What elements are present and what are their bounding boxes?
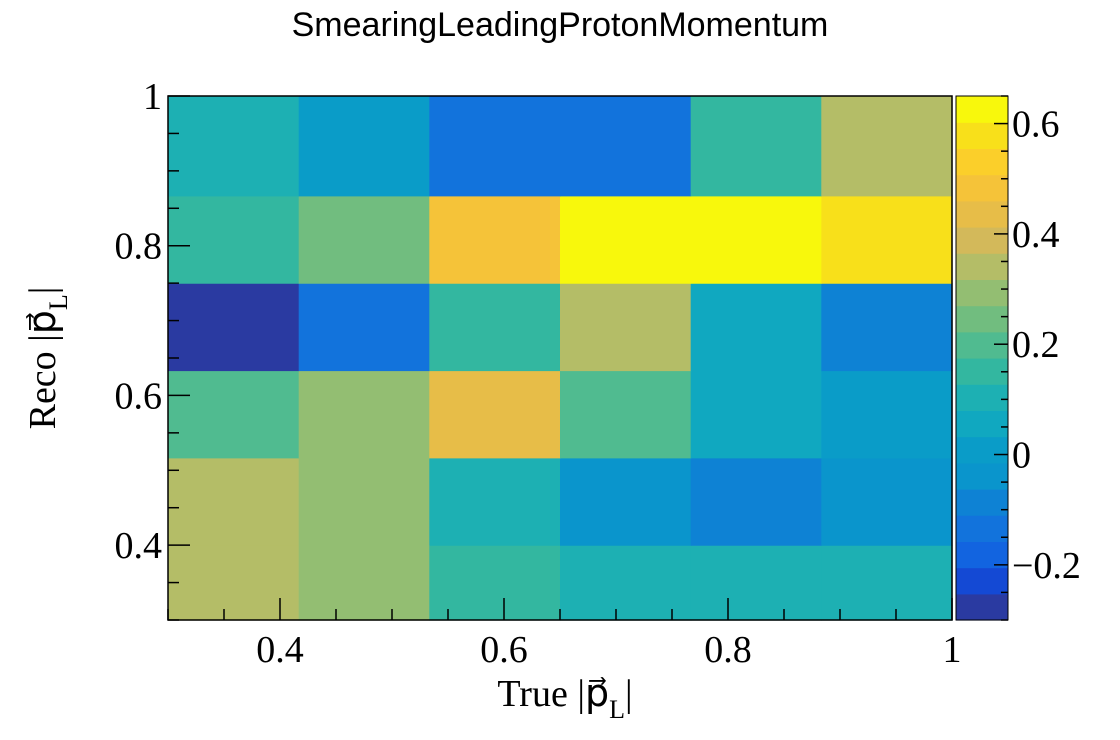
x-tick-labels: 0.4 0.6 0.8 1 [256, 629, 961, 671]
color-scale-step [956, 122, 1008, 149]
x-tick-label: 0.6 [480, 629, 528, 671]
heatmap-cell [298, 370, 430, 459]
color-scale-step [956, 489, 1008, 516]
color-scale-step [956, 305, 1008, 333]
heatmap-cell [298, 195, 430, 284]
heatmap-cell [168, 283, 300, 372]
heatmap-cell [560, 283, 692, 372]
heatmap-cell [690, 545, 822, 621]
heatmap-cell [429, 545, 561, 621]
color-scale-step [956, 174, 1008, 202]
heatmap-cell [690, 96, 822, 197]
heatmap-cell [298, 96, 430, 197]
heatmap-cell [298, 457, 430, 546]
heatmap-cell [821, 370, 953, 459]
y-tick-label: 0.8 [115, 226, 163, 268]
color-scale-step [956, 567, 1008, 595]
color-scale-step [956, 358, 1008, 385]
color-scale-step [956, 279, 1008, 307]
color-scale-tick-label: 0.6 [1012, 104, 1060, 146]
y-tick-label: 1 [143, 76, 162, 118]
color-scale-step [956, 541, 1008, 569]
heatmap-cell [821, 545, 953, 621]
heatmap-cell [821, 283, 953, 372]
axis-ticks [167, 95, 953, 621]
heatmap-cell [429, 457, 561, 546]
heatmap-cell [168, 370, 300, 459]
color-scale-tick-label: 0.4 [1012, 214, 1060, 256]
color-scale-step [956, 515, 1008, 542]
heatmap-cell [560, 370, 692, 459]
color-scale-step [956, 200, 1008, 228]
x-tick-label: 0.4 [256, 629, 304, 671]
heatmap-cell [690, 283, 822, 372]
heatmap-cell [168, 457, 300, 546]
x-axis-label: True |p⃗L| [497, 673, 632, 724]
color-scale-tick-label: 0 [1012, 435, 1031, 477]
heatmap-cell [690, 370, 822, 459]
heatmap-cell [298, 545, 430, 621]
color-scale-tick-label: −0.2 [1012, 545, 1081, 587]
color-scale-step [956, 462, 1008, 490]
x-tick-label: 1 [943, 629, 962, 671]
y-tick-label: 0.6 [115, 375, 163, 417]
chart-title: SmearingLeadingProtonMomentum [292, 6, 829, 44]
heatmap-cell [821, 457, 953, 546]
heatmap-cell [429, 283, 561, 372]
color-scale-step [956, 410, 1008, 438]
heatmap-cell [560, 195, 692, 284]
color-scale-step [956, 436, 1008, 464]
heatmap-cell [690, 195, 822, 284]
color-scale-frame [955, 95, 1009, 621]
heatmap-cell [690, 457, 822, 546]
y-tick-labels: 0.4 0.6 0.8 1 [115, 76, 163, 567]
heatmap-cells [168, 96, 953, 621]
heatmap-cell [560, 96, 692, 197]
color-scale-step [956, 253, 1008, 280]
color-scale-step [956, 96, 1008, 123]
x-tick-label: 0.8 [704, 629, 752, 671]
y-tick-label: 0.4 [115, 525, 163, 567]
color-scale-tick-label: 0.2 [1012, 324, 1060, 366]
heatmap-cell [429, 96, 561, 197]
color-scale-step [956, 593, 1008, 621]
heatmap-cell [298, 283, 430, 372]
color-scale-step [956, 227, 1008, 254]
heatmap-cell [168, 545, 300, 621]
color-scale-step [956, 331, 1008, 359]
heatmap-cell [168, 195, 300, 284]
heatmap-cell [821, 96, 953, 197]
color-scale-step [956, 384, 1008, 411]
color-scale-step [956, 148, 1008, 176]
color-scale-tick-labels: 0.6 0.4 0.2 0 −0.2 [1012, 104, 1081, 587]
heatmap-cell [560, 545, 692, 621]
heatmap-cell [429, 195, 561, 284]
heatmap-cell [821, 195, 953, 284]
heatmap-cell [168, 96, 300, 197]
y-axis-label: Reco |p⃗L| [22, 287, 73, 430]
color-scale [955, 95, 1009, 621]
heatmap-cell [560, 457, 692, 546]
heatmap-cell [429, 370, 561, 459]
